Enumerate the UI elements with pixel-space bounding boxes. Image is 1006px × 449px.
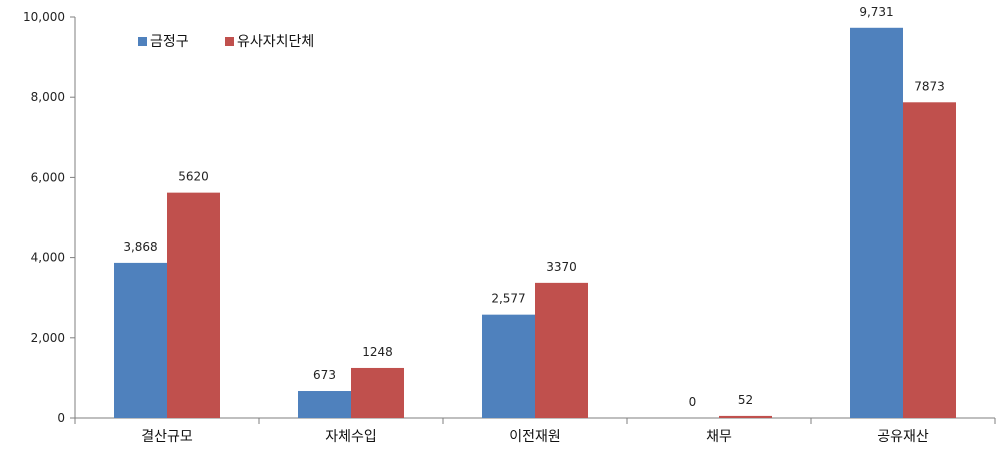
bar-value-label: 0 (689, 395, 697, 409)
bar-series-2 (535, 282, 588, 418)
y-axis-tick-labels: 0 2,000 4,000 6,000 8,000 10,000 (23, 10, 65, 425)
x-category-label: 이전재원 (509, 429, 561, 445)
bar-value-label: 5620 (178, 170, 209, 184)
data-labels: 3,868 673 2,577 0 9,731 5620 1248 3370 52 7873 (123, 5, 944, 409)
bar-series-1 (298, 391, 351, 418)
chart-legend: 금정구 유사자치단체 (138, 34, 314, 50)
bar-value-label: 3370 (546, 260, 577, 274)
x-category-label: 자체수입 (325, 429, 377, 445)
legend-label: 금정구 (150, 34, 189, 50)
bar-series-1 (114, 262, 167, 418)
y-tick-label: 2,000 (31, 331, 65, 345)
bar-value-label: 52 (738, 393, 753, 407)
x-category-label: 공유재산 (877, 429, 929, 445)
bar-series-2 (167, 192, 220, 418)
y-tick-label: 8,000 (31, 90, 65, 104)
y-tick-label: 6,000 (31, 170, 65, 184)
bar-series-2 (903, 102, 956, 419)
bar-series-2 (351, 367, 404, 418)
bar-series-1 (482, 314, 535, 418)
bar-series-1 (850, 27, 903, 419)
chart-bars (114, 27, 956, 419)
bar-value-label: 673 (313, 368, 336, 382)
bar-value-label: 3,868 (123, 240, 157, 254)
x-axis-category-labels: 결산규모 자체수입 이전재원 채무 공유재산 (141, 429, 929, 445)
legend-swatch (225, 37, 234, 46)
bar-value-label: 7873 (914, 79, 945, 93)
y-tick-label: 10,000 (23, 10, 65, 24)
x-category-label: 결산규모 (141, 429, 193, 445)
legend-label: 유사자치단체 (237, 34, 314, 50)
bar-value-label: 9,731 (859, 5, 893, 19)
y-tick-label: 0 (57, 411, 65, 425)
bar-value-label: 2,577 (491, 292, 525, 306)
legend-swatch (138, 37, 147, 46)
bar-value-label: 1248 (362, 345, 393, 359)
y-tick-label: 4,000 (31, 251, 65, 265)
bar-series-2 (719, 415, 772, 418)
x-category-label: 채무 (706, 429, 732, 445)
